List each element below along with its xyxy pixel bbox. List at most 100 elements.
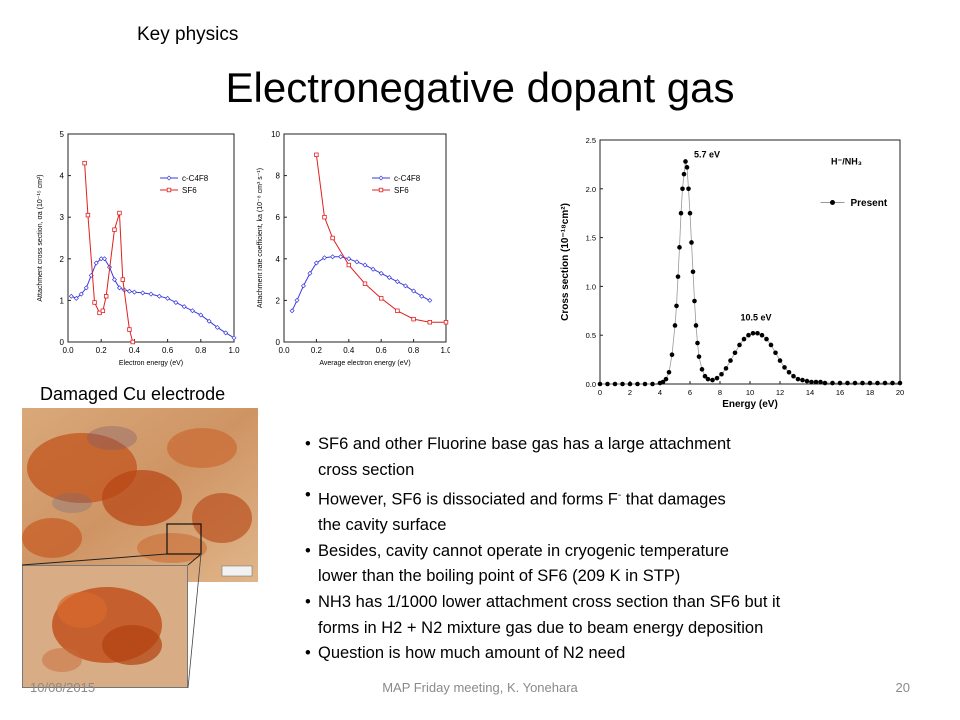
present-point xyxy=(683,159,688,164)
present-point xyxy=(773,350,778,356)
present-point xyxy=(635,381,640,387)
legend-label-sf6: SF6 xyxy=(394,186,409,195)
x-tick-label: 1.0 xyxy=(228,346,240,355)
present-point xyxy=(882,380,888,386)
present-point xyxy=(660,379,666,385)
c4f8-point xyxy=(307,270,313,276)
present-point xyxy=(705,376,711,382)
x-tick-label: 0.2 xyxy=(311,346,323,355)
sf6-point xyxy=(330,235,335,241)
present-point xyxy=(750,330,756,336)
present-point xyxy=(845,380,850,386)
legend-label-c4f8: c-C4F8 xyxy=(394,174,421,183)
x-tick-label: 6 xyxy=(688,388,692,397)
present-point xyxy=(782,365,787,370)
present-point xyxy=(678,210,684,216)
c4f8-point xyxy=(156,293,162,299)
present-point xyxy=(822,380,828,386)
present-point xyxy=(777,358,783,363)
x-tick-label: 0.6 xyxy=(376,346,388,355)
bullet-text: However, SF6 is dissociated and forms F xyxy=(318,490,618,509)
y-tick-label: 4 xyxy=(60,172,65,181)
present-point xyxy=(699,367,705,372)
c4f8-point xyxy=(411,288,417,294)
c4f8-point xyxy=(131,289,137,295)
present-point xyxy=(732,350,738,356)
plot-frame xyxy=(67,133,235,343)
footer-center: MAP Friday meeting, K. Yonehara xyxy=(382,680,578,695)
present-point xyxy=(687,210,693,216)
sf6-point xyxy=(103,294,109,299)
x-axis-label: Electron energy (eV) xyxy=(119,360,183,367)
c4f8-point xyxy=(419,293,425,299)
sf6-point xyxy=(117,210,122,216)
sf6-point xyxy=(85,212,91,218)
legend-marker-present xyxy=(830,199,835,205)
slide-kicker: Key physics xyxy=(137,24,239,45)
present-point xyxy=(681,171,687,177)
bullet-text-cont: cross section xyxy=(318,460,415,479)
present-point xyxy=(728,358,733,363)
bullet-text-cont: forms in H2 + N2 mixture gas due to beam… xyxy=(318,618,764,637)
present-point xyxy=(818,379,823,385)
present-point xyxy=(605,381,610,387)
y-tick-label: 3 xyxy=(60,213,65,222)
c4f8-point xyxy=(427,297,433,303)
x-tick-label: 0.4 xyxy=(129,346,141,355)
c4f8-point xyxy=(190,308,195,314)
present-point xyxy=(714,375,720,381)
present-point xyxy=(695,340,700,346)
sf6-line xyxy=(315,154,446,323)
present-point xyxy=(737,342,742,348)
c4f8-point xyxy=(78,291,84,297)
rate-coefficient-panel: 0.0 0.2 0.4 0.6 0.8 1.0 0 2 4 6 8 10 Average electro… xyxy=(257,130,450,367)
legend-label-c4f8: c-C4F8 xyxy=(182,174,209,183)
present-point xyxy=(759,332,765,338)
present-point xyxy=(830,380,835,386)
x-tick-label: 0.6 xyxy=(162,346,174,355)
sf6-point xyxy=(92,300,97,305)
y-tick-label: 0 xyxy=(60,338,65,347)
present-point xyxy=(696,354,702,359)
y-tick-label: 0.0 xyxy=(586,380,596,389)
y-tick-label: 1.0 xyxy=(586,282,596,291)
present-point xyxy=(702,373,708,379)
c4f8-point xyxy=(140,290,146,296)
c4f8-point xyxy=(294,297,300,303)
c4f8-point xyxy=(354,259,360,265)
c4f8-point xyxy=(102,256,108,262)
bullet-text: Besides, cavity cannot operate in cryoge… xyxy=(318,541,729,560)
y-tick-label: 8 xyxy=(276,172,281,181)
x-tick-label: 0.8 xyxy=(408,346,420,355)
present-point xyxy=(813,379,819,385)
legend-label-present: Present xyxy=(851,198,888,209)
present-point xyxy=(786,369,792,375)
y-tick-label: 10 xyxy=(271,130,280,139)
sf6-point xyxy=(378,296,384,301)
superscript: - xyxy=(617,490,622,502)
x-tick-label: 2 xyxy=(628,388,632,397)
c4f8-point xyxy=(338,254,344,260)
sf6-point xyxy=(314,152,319,157)
present-point xyxy=(690,269,696,275)
plot-frame xyxy=(599,139,901,385)
y-tick-label: 4 xyxy=(276,255,281,264)
c4f8-point xyxy=(68,293,74,299)
sf6-point xyxy=(443,320,449,325)
present-point xyxy=(764,336,769,342)
present-point xyxy=(693,323,699,328)
peak-label: 10.5 eV xyxy=(740,313,771,323)
legend-marker-c4f8 xyxy=(378,175,384,181)
x-tick-label: 16 xyxy=(836,388,844,397)
present-point xyxy=(689,240,694,245)
sf6-point xyxy=(82,160,87,166)
x-tick-label: 0.0 xyxy=(62,346,74,355)
y-axis-label: Attachment rate coefficient, ka (10⁻⁸ cm… xyxy=(257,168,264,308)
present-point xyxy=(723,366,729,371)
c4f8-point xyxy=(148,291,154,297)
present-point xyxy=(627,381,633,387)
bullet-text: SF6 and other Fluorine base gas has a la… xyxy=(318,435,731,453)
y-tick-label: 2.5 xyxy=(586,136,596,145)
present-line xyxy=(600,161,900,385)
footer-date: 10/08/2015 xyxy=(30,680,96,695)
